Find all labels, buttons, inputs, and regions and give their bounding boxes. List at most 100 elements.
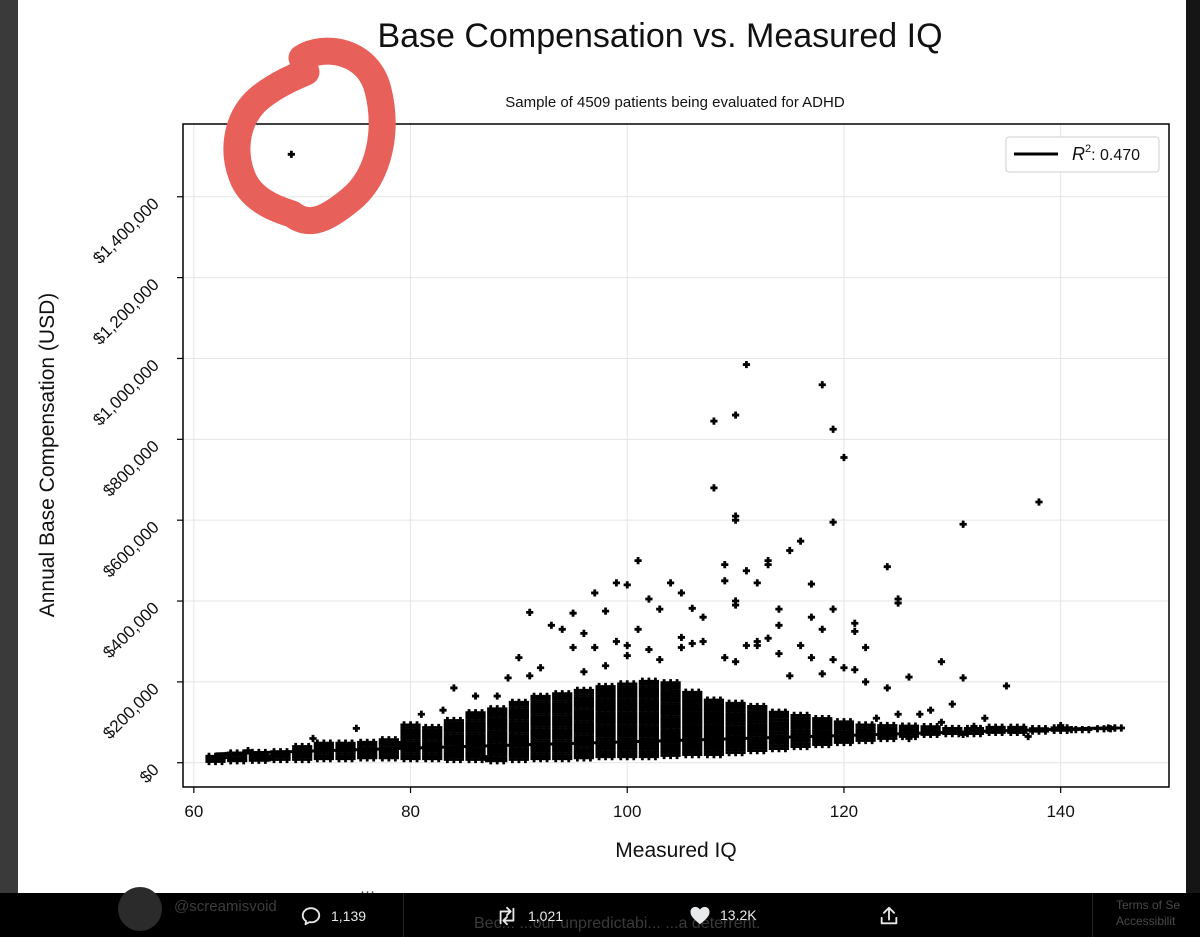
scatter-point — [591, 643, 599, 652]
plot-area-border — [182, 123, 1170, 788]
scatter-point — [818, 670, 826, 678]
scatter-point — [959, 674, 967, 682]
more-options-icon[interactable]: ··· — [360, 883, 375, 900]
band-point — [617, 680, 625, 688]
tweet-handle[interactable]: @screamisvoid — [174, 898, 277, 915]
band-point — [292, 742, 300, 751]
y-tick-label: $1,000,000 — [89, 356, 163, 430]
band-point — [586, 686, 595, 694]
band-point — [565, 690, 573, 698]
band-point — [716, 696, 725, 704]
band-point — [623, 680, 631, 688]
band-point — [205, 752, 213, 760]
legend-label: R2: 0.470 — [1072, 143, 1140, 164]
regression-line-group — [215, 726, 1115, 756]
footer-links[interactable]: Terms of Se Accessibilit — [1116, 897, 1180, 929]
scatter-point — [266, 754, 274, 762]
band-point — [543, 692, 551, 700]
x-tick-label: 80 — [401, 802, 420, 821]
scatter-point — [677, 643, 686, 652]
band-point — [456, 716, 464, 725]
scatter-point — [948, 700, 956, 708]
chart-subtitle: Sample of 4509 patients being evaluated … — [505, 94, 845, 111]
scatter-point — [612, 637, 621, 646]
scatter-point — [764, 561, 772, 569]
scatter-point — [645, 645, 653, 654]
share-button[interactable] — [878, 905, 900, 927]
band-point — [660, 679, 668, 687]
scatter-point — [493, 692, 501, 700]
legend-frame — [1005, 136, 1160, 173]
reply-icon — [301, 907, 321, 926]
reply-button[interactable]: 1,139 — [300, 905, 366, 927]
band-point — [846, 718, 855, 726]
band-point — [883, 721, 891, 730]
scatter-point — [731, 601, 740, 609]
band-point — [608, 682, 616, 691]
scatter-point — [504, 674, 512, 682]
band-point — [521, 698, 529, 706]
retweet-button[interactable]: 1,021 — [495, 905, 563, 927]
scatter-point — [753, 641, 761, 650]
band-point — [812, 714, 820, 723]
scatter-point — [927, 706, 935, 714]
scatter-point — [742, 567, 751, 575]
x-tick-label: 120 — [830, 802, 858, 821]
scatter-point — [829, 518, 837, 526]
y-tick-label: $400,000 — [99, 598, 163, 662]
band-point — [710, 696, 718, 704]
band-point — [682, 688, 690, 696]
avatar[interactable] — [118, 887, 162, 931]
scatter-point — [645, 595, 653, 603]
band-point — [797, 711, 805, 719]
scatter-point — [515, 654, 523, 662]
scatter-point — [396, 740, 404, 749]
scatter-point — [580, 629, 588, 637]
band-point — [305, 742, 313, 751]
scatter-point — [721, 561, 729, 569]
y-tick-label: $800,000 — [99, 437, 163, 501]
tweet-text-underlay: Bec... ...our unpredictabi... ...a deter… — [474, 915, 761, 932]
scatter-point — [753, 579, 761, 587]
share-icon — [880, 906, 898, 925]
scatter-point — [731, 658, 740, 666]
footer-link-accessibility[interactable]: Accessibilit — [1116, 914, 1176, 928]
band-point — [552, 690, 560, 698]
band-point — [326, 739, 334, 747]
scatter-point — [580, 668, 588, 676]
band-point — [508, 698, 516, 706]
band-point — [760, 702, 768, 711]
scatter-point — [699, 637, 707, 646]
band-point — [558, 690, 566, 698]
scatter-point — [526, 608, 534, 616]
scatter-point — [471, 692, 480, 700]
scatter-point — [352, 724, 360, 732]
band-point — [942, 724, 950, 733]
band-point — [818, 714, 826, 723]
scatter-point — [688, 604, 696, 612]
band-point — [493, 705, 501, 713]
x-tick-label: 60 — [184, 802, 203, 821]
band-point — [703, 696, 712, 704]
scatter-point — [829, 605, 837, 613]
scatter-point — [894, 599, 902, 607]
band-point — [313, 739, 321, 747]
scatter-point — [872, 714, 881, 722]
band-point — [911, 722, 920, 730]
regression-line — [215, 726, 1115, 756]
scatter-point — [710, 417, 718, 425]
footer-link-terms[interactable]: Terms of Se — [1116, 898, 1181, 912]
band-point — [905, 722, 913, 730]
band-point — [378, 736, 386, 744]
y-tick-label: $1,200,000 — [89, 275, 163, 349]
band-point — [450, 716, 458, 725]
scatter-point — [905, 734, 913, 743]
scatter-point — [807, 580, 816, 588]
like-button[interactable]: 13.2K — [689, 905, 757, 925]
scatter-point — [1002, 682, 1011, 690]
band-point — [768, 708, 777, 716]
chart-title: Base Compensation vs. Measured IQ — [377, 17, 942, 55]
band-point — [422, 723, 430, 732]
scatter-point — [959, 520, 967, 528]
scatter-point — [623, 581, 631, 589]
